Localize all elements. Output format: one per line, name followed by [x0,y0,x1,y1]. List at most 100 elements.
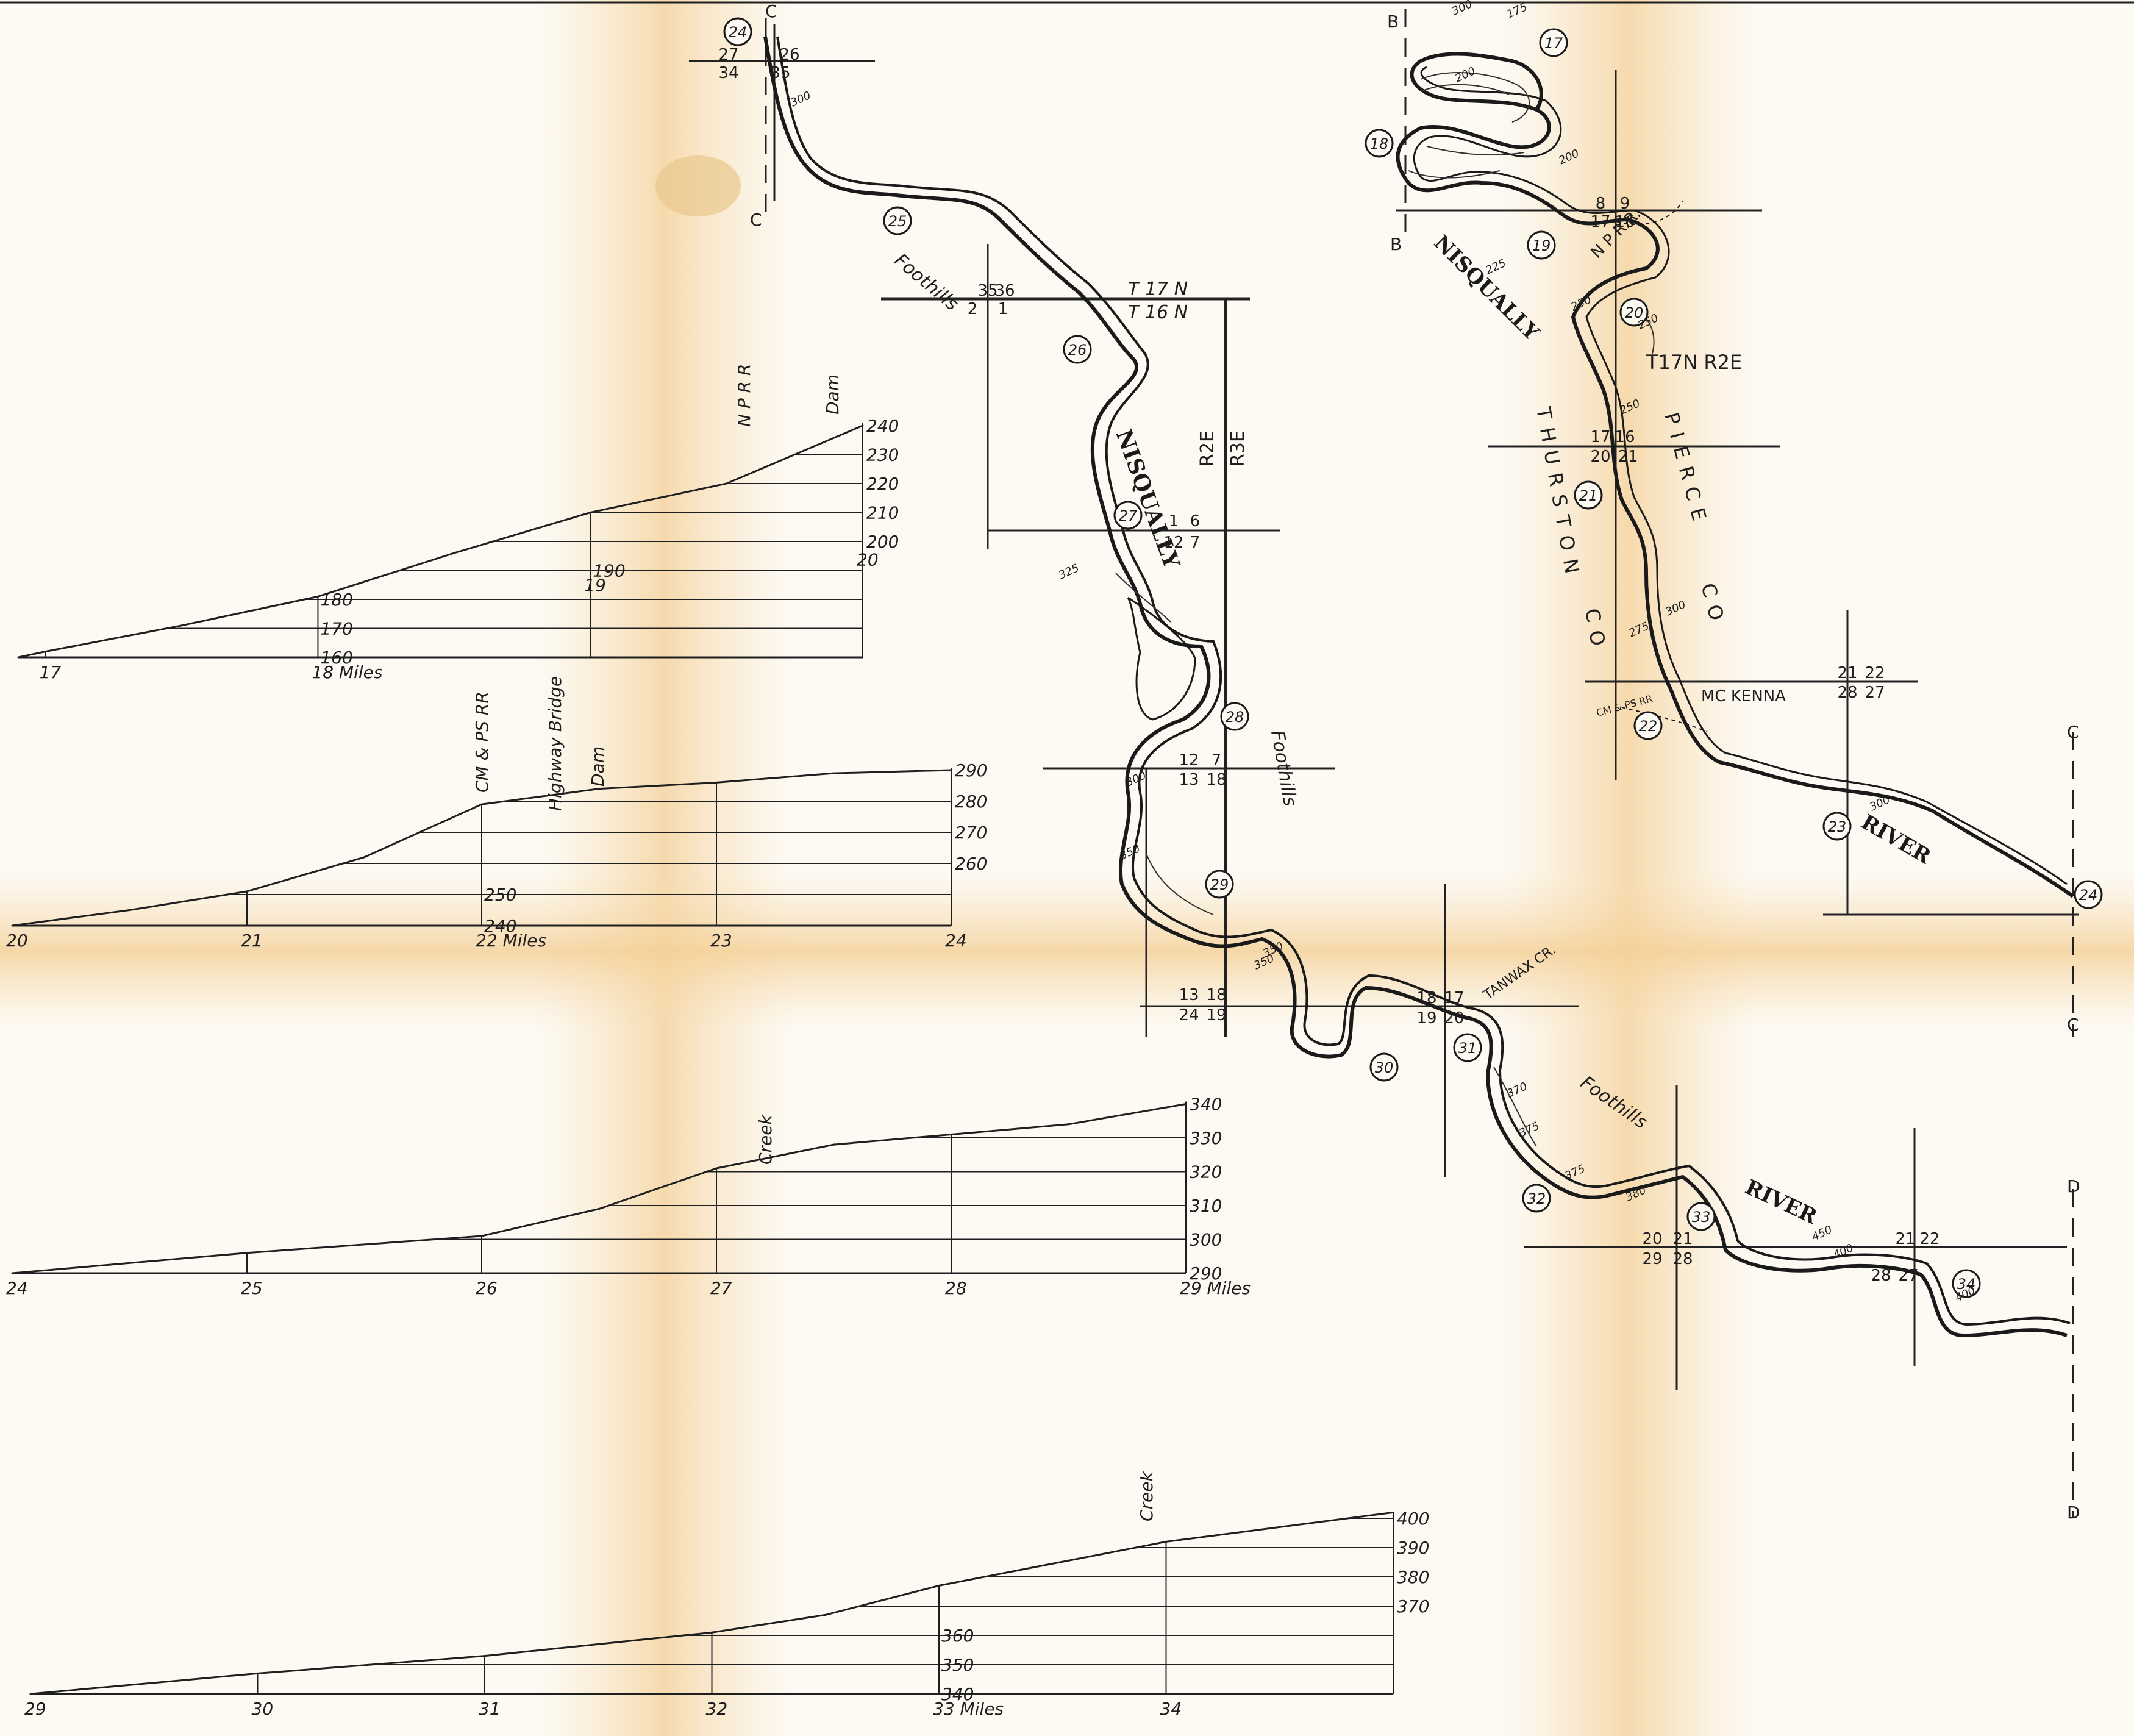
mile-marker-34: 34 [1952,1269,1981,1298]
profile-annotation: N P R R [734,364,754,427]
profile-point [862,424,864,427]
profile-point [598,1208,600,1210]
township-t17n-r2e: T17N R2E [1646,351,1742,374]
profile-annotation: Creek [1137,1470,1157,1521]
mile-marker-22: 22 [1633,711,1663,740]
range-r3e: R3E [1227,430,1249,466]
river-bank-3 [1396,52,2074,898]
section-number: 21 [1672,1230,1693,1248]
profile-point [11,1272,13,1274]
section-number: 21 [1895,1230,1915,1248]
y-tick-label: 260 [955,854,987,874]
profile-point [950,769,952,771]
section-number: 16 [1615,428,1635,446]
mile-marker-23: 23 [1822,812,1852,841]
mile-marker-label: 17 [1544,35,1563,52]
section-number: 17 [1444,989,1464,1007]
section-number: 9 [1620,195,1630,213]
mile-marker-label: 22 [1639,718,1658,735]
section-c-top: C [765,1,777,21]
section-number: 19 [1416,1009,1436,1027]
mile-marker-label: 25 [888,213,907,230]
river-profiles: 17 18 Miles192016017018019020021022023024… [6,364,1429,1719]
river-bank-2 [776,36,2071,1326]
section-number: 12 [1179,751,1199,770]
profile-point [17,656,20,659]
section-lines [689,24,2079,1390]
section-number: 27 [718,46,738,64]
y-tick-label: 180 [320,590,352,610]
mile-marker-26: 26 [1063,335,1092,364]
y-tick-label: 230 [866,445,899,465]
section-number: 18 [1206,986,1226,1004]
section-number: 1 [1169,512,1179,530]
section-number: 27 [1898,1266,1918,1285]
section-number: 20 [1590,448,1610,466]
y-tick-label: 310 [1190,1196,1222,1216]
profile-point [1185,1103,1187,1105]
y-tick-label: 250 [484,885,516,905]
y-tick-label: 330 [1190,1128,1222,1148]
x-tick-label: 25 [241,1278,263,1298]
mile-marker-19: 19 [1527,230,1556,260]
x-tick-label: 21 [241,931,263,951]
mile-marker-label: 21 [1579,487,1598,504]
section-number: 13 [1179,771,1199,789]
profile-line [30,1511,1394,1695]
profile-point [11,924,13,927]
township-t16n: T 16 N [1128,302,1188,323]
x-tick-label: 24 [6,1278,28,1298]
profile-annotation: Highway Bridge [545,676,565,811]
x-tick-label: 30 [252,1699,274,1719]
x-tick-label: 24 [945,931,967,951]
profile-annotation: CM & PS RR [472,691,492,793]
x-tick-label: 33 Miles [933,1699,1004,1719]
mile-marker-label: 31 [1458,1040,1477,1057]
y-tick-label: 320 [1190,1162,1222,1182]
mile-marker-21: 21 [1574,480,1603,510]
mile-marker-25: 25 [883,206,912,235]
y-tick-label: 220 [866,474,899,494]
mile-marker-30: 30 [1369,1052,1399,1082]
profile-point [363,856,365,859]
section-number: 2 [968,300,978,318]
section-b-bottom: B [1390,234,1402,254]
profile-point [480,803,483,805]
section-number: 22 [1865,664,1885,682]
township-t17n: T 17 N [1128,279,1188,300]
section-c-right-top: C [2067,722,2079,742]
mile-marker-18: 18 [1365,129,1394,158]
profile-2: 20 21 22 Miles 23 24 240 250 260 270 280 290 CM & P… [6,676,987,951]
profile-point [480,1235,483,1237]
section-d-top: D [2067,1176,2080,1196]
fold-stain-left [537,0,793,1736]
mile-marker-24: 24 [2074,880,2103,909]
fold-stain-right [1500,0,1756,1736]
x-tick-label: 29 [24,1699,46,1719]
railroad [1609,201,1708,732]
section-number: 19 [1206,1006,1226,1024]
section-number: 20 [1444,1009,1464,1027]
fold-stain-horizontal [0,872,2134,1031]
y-tick-label: 350 [941,1655,974,1675]
profile-point [598,788,600,790]
stain-spot [655,155,741,216]
section-number: 35 [770,64,790,82]
mckenna-label: MC KENNA [1701,687,1786,705]
y-tick-label: 160 [320,648,352,668]
y-tick-label: 290 [955,760,987,780]
section-number: 7 [1190,534,1201,552]
profile-point [257,1672,259,1674]
profile-point [824,1613,827,1616]
meander-loop [1127,596,1196,721]
section-number: 22 [1919,1230,1940,1248]
section-number: 17 [1590,428,1610,446]
profile-point [833,772,835,774]
profile-point [938,1584,940,1587]
profile-point [1392,1511,1394,1513]
section-c-bottom: C [750,210,762,230]
